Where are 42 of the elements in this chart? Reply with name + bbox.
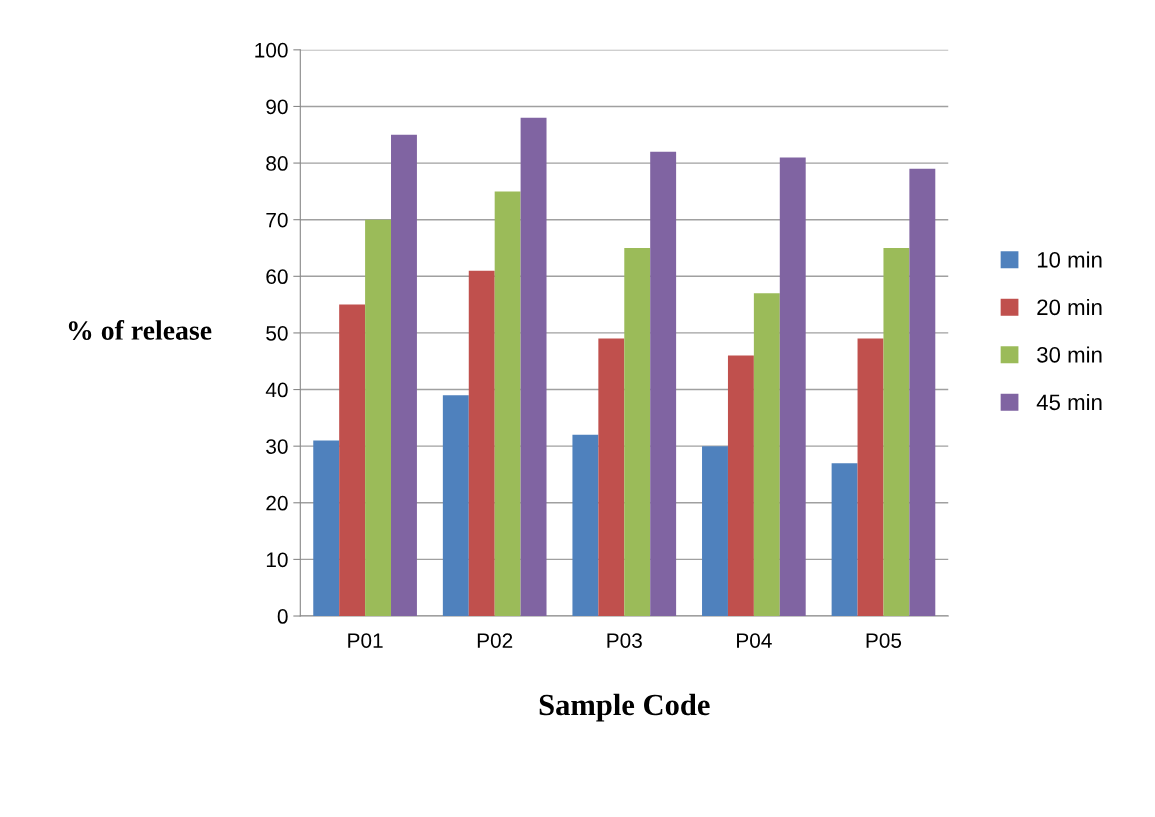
y-tick-label: 70: [266, 212, 288, 228]
x-tick-label: P01: [348, 633, 383, 648]
bar: [391, 134, 417, 617]
y-tick-label: 50: [266, 325, 288, 341]
bar: [365, 219, 392, 617]
bar: [468, 270, 495, 617]
x-axis-title: Sample Code: [539, 693, 710, 722]
bar: [702, 446, 728, 617]
bar: [598, 338, 625, 617]
legend-label: 20 min: [1037, 298, 1102, 316]
bar: [753, 293, 780, 617]
y-tick-label: 20: [266, 495, 288, 511]
y-tick-label: 60: [266, 269, 288, 285]
y-tick-label: 100: [255, 42, 288, 58]
bar: [650, 151, 677, 617]
bar: [520, 117, 547, 617]
legend-label: 30 min: [1037, 346, 1102, 363]
bar: [831, 463, 858, 617]
bar: [779, 157, 806, 617]
bar: [909, 168, 936, 617]
x-tick-label: P05: [866, 633, 902, 648]
bar: [624, 248, 651, 617]
bar: [494, 191, 521, 617]
y-axis-title: % of release: [68, 320, 212, 340]
legend-label: 45 min: [1036, 393, 1102, 411]
x-tick-label: P02: [477, 633, 513, 648]
bar: [442, 395, 469, 617]
y-tick-label: 90: [266, 99, 288, 115]
y-tick-label: 0: [277, 609, 288, 624]
bar: [313, 440, 340, 617]
legend-label: 10 min: [1037, 251, 1102, 268]
bar: [857, 338, 884, 617]
x-tick-label: P03: [607, 633, 642, 648]
bar: [572, 434, 599, 617]
y-tick-label: 40: [265, 382, 288, 398]
x-tick-label: P04: [737, 633, 772, 648]
y-tick-label: 10: [266, 552, 288, 568]
y-tick-label: 30: [266, 439, 288, 454]
bar: [339, 304, 366, 617]
bar: [727, 355, 754, 617]
bar: [883, 248, 910, 617]
y-tick-label: 80: [266, 156, 288, 171]
